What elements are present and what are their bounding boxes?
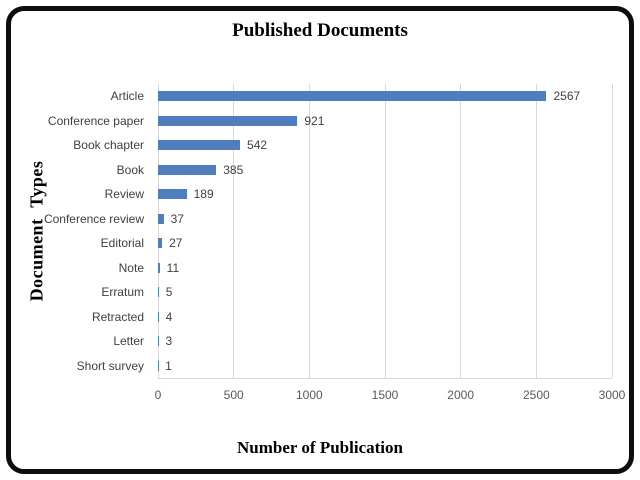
- category-label: Article: [110, 89, 144, 103]
- category-label: Conference review: [43, 211, 144, 226]
- category-label: Conference paper: [47, 113, 144, 128]
- bar-row: 921: [158, 109, 612, 134]
- gridline: [308, 84, 310, 378]
- bar-row: 3: [158, 329, 612, 354]
- bar-value-label: 27: [169, 236, 183, 250]
- category-axis-labels: Article Conference paper Book chapter Book R…: [0, 84, 150, 378]
- category-label: Retracted: [91, 309, 144, 324]
- bar-value-label: 3: [165, 334, 173, 348]
- bar-row: 11: [158, 256, 612, 281]
- bar: [158, 91, 547, 102]
- bar: [158, 164, 217, 175]
- bar-value-label: 5: [165, 285, 173, 299]
- bar-row: 189: [158, 182, 612, 207]
- bar-value-label: 1: [165, 358, 172, 373]
- gridline: [157, 84, 159, 378]
- bar-value-label: 37: [170, 211, 184, 226]
- bar-row: 5: [158, 280, 612, 305]
- bar-value-label: 385: [223, 162, 244, 177]
- bar-value-label: 2567: [553, 89, 581, 103]
- bar: [158, 115, 298, 126]
- gridline: [233, 84, 235, 378]
- bar-row: 542: [158, 133, 612, 158]
- chart-title: Published Documents: [232, 20, 408, 41]
- bar-row: 385: [158, 158, 612, 183]
- bar-row: 1: [158, 354, 612, 379]
- gridline: [535, 84, 537, 378]
- x-tick-label: 2000: [447, 388, 475, 402]
- bar: [158, 311, 159, 322]
- gridline: [611, 84, 613, 378]
- bar: [158, 262, 160, 273]
- x-tick-label: 1000: [295, 388, 323, 402]
- gridline: [384, 84, 386, 378]
- bar-row: 37: [158, 207, 612, 232]
- category-label: Book: [116, 162, 144, 177]
- bar: [158, 213, 164, 224]
- bar-value-label: 921: [304, 113, 325, 128]
- bar-value-label: 189: [193, 187, 214, 201]
- x-tick-label: 3000: [598, 388, 626, 402]
- x-tick-label: 2500: [522, 388, 550, 402]
- bar-value-label: 11: [166, 260, 180, 275]
- x-tick-label: 500: [223, 388, 244, 402]
- category-label: Short survey: [76, 358, 144, 373]
- category-label: Erratum: [101, 285, 144, 299]
- x-axis-tick-labels: 0 500 1000 1500 2000 2500 3000: [154, 388, 626, 404]
- category-label: Editorial: [100, 236, 144, 250]
- category-label: Letter: [113, 334, 144, 348]
- x-axis-title: Number of Publication: [237, 438, 403, 457]
- bar-row: 27: [158, 231, 612, 256]
- plot-area: 2567 921 542 385 189 37 27 11 5 4 3 1: [157, 84, 613, 379]
- category-label: Review: [104, 187, 144, 201]
- gridline: [460, 84, 462, 378]
- category-label: Note: [118, 260, 144, 275]
- x-tick-label: 1500: [371, 388, 399, 402]
- x-tick-label: 0: [154, 388, 162, 402]
- bar: [158, 140, 241, 151]
- bar: [158, 238, 163, 249]
- bar: [158, 287, 159, 298]
- category-label: Book chapter: [73, 138, 144, 152]
- bar-row: 2567: [158, 84, 612, 109]
- bar-row: 4: [158, 305, 612, 330]
- bar-value-label: 4: [165, 309, 173, 324]
- bar: [158, 189, 187, 200]
- bar-value-label: 542: [247, 138, 268, 152]
